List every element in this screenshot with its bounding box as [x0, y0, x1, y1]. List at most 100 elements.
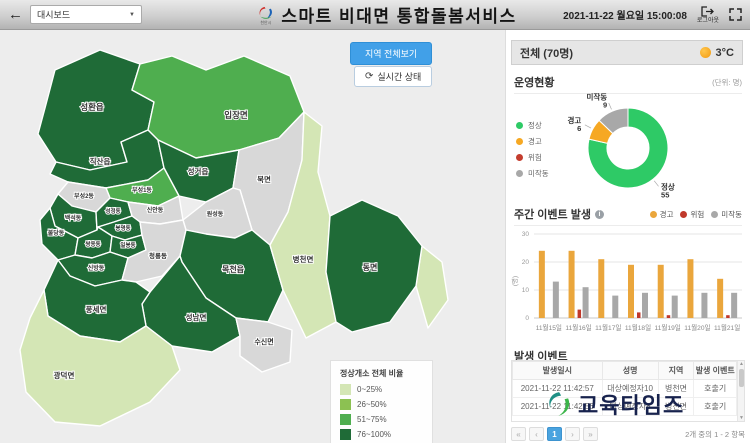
- table-scrollbar[interactable]: ▲ ▼: [737, 361, 744, 421]
- overall-count-label: 전체 (70명): [520, 47, 573, 60]
- table-cell: 호출기: [693, 379, 737, 398]
- next-page-button[interactable]: ›: [565, 427, 580, 441]
- legend-swatch: [340, 429, 351, 440]
- column-header: 발생일시: [512, 361, 603, 380]
- map-district[interactable]: [235, 317, 293, 373]
- realtime-status-button[interactable]: ⟳ 실시간 상태: [354, 66, 433, 87]
- svg-text:0: 0: [525, 315, 529, 322]
- bar: [657, 264, 664, 318]
- svg-text:20: 20: [522, 259, 530, 266]
- legend-swatch: [340, 414, 351, 425]
- prev-page-button[interactable]: ‹: [529, 427, 544, 441]
- legend-dot: [516, 154, 523, 161]
- top-bar: ← 대시보드 ▼ 천안시 스마트 비대면 통합돌봄서비스 2021-11-22 …: [0, 0, 750, 30]
- legend-dot: [516, 170, 523, 177]
- scrollbar-thumb[interactable]: [739, 369, 744, 387]
- bar: [731, 292, 738, 318]
- first-page-button[interactable]: «: [511, 427, 526, 441]
- legend-dot: [680, 210, 688, 218]
- sun-icon: [699, 47, 711, 58]
- pagination-summary: 2개 중의 1 - 2 항목: [685, 429, 745, 439]
- bar: [701, 292, 708, 318]
- legend-swatch: [340, 384, 351, 395]
- map-district[interactable]: [19, 289, 181, 427]
- map-legend: 정상개소 전체 비율 0~25% 26~50% 51~75% 76~100%: [330, 360, 433, 443]
- bar: [717, 278, 724, 318]
- donut-slice-label: 미작동 9: [586, 92, 607, 109]
- legend-label: 0~25%: [357, 385, 383, 394]
- overall-status-bar: 전체 (70명) 3°C: [511, 40, 743, 65]
- svg-text:11월20일: 11월20일: [684, 323, 710, 332]
- scroll-down-icon[interactable]: ▼: [739, 415, 744, 421]
- svg-text:11월15일: 11월15일: [536, 323, 562, 332]
- svg-text:30: 30: [522, 231, 530, 238]
- svg-text:11월21일: 11월21일: [714, 323, 740, 332]
- watermark-text: 교육타임즈: [578, 393, 685, 418]
- operation-donut-chart: 정상 경고 위험 미작동 정상 55 경고 6 미작동 9: [506, 91, 750, 204]
- legend-label: 위험: [528, 153, 542, 162]
- scroll-up-icon[interactable]: ▲: [739, 361, 744, 367]
- svg-text:11월16일: 11월16일: [565, 323, 591, 332]
- legend-label: 정상: [528, 121, 542, 130]
- weekly-events-header: 주간 이벤트 발생 i 경고 위험 미작동: [514, 206, 742, 226]
- bar: [642, 292, 648, 318]
- bar: [552, 281, 559, 318]
- bar-legend-item: 위험: [680, 209, 704, 220]
- back-icon[interactable]: ←: [8, 6, 23, 23]
- cheonan-city-logo-icon: 천안시: [256, 6, 275, 24]
- dashboard-select[interactable]: 대시보드 ▼: [30, 5, 142, 24]
- bar: [671, 295, 678, 318]
- legend-label: 경고: [528, 137, 542, 146]
- table-row[interactable]: 2021-11-22 11:42:56 대상예정자8 병천면 호출기: [512, 397, 737, 416]
- bar: [612, 295, 619, 318]
- table-cell: 2021-11-22 11:42:56: [512, 397, 603, 416]
- legend-label: 미작동: [528, 169, 549, 178]
- view-all-regions-button[interactable]: 지역 전체보기: [350, 42, 433, 65]
- datetime-display: 2021-11-22 월요일 15:00:08: [563, 11, 687, 22]
- donut-slice: [587, 107, 669, 189]
- bar-legend-item: 경고: [649, 209, 674, 220]
- map-legend-item: 26~50%: [340, 399, 423, 410]
- watermark-logo-icon: [549, 392, 570, 416]
- operation-status-header: 운영현황 (단위: 명): [514, 74, 742, 94]
- map-legend-item: 51~75%: [340, 414, 423, 425]
- bar: [577, 309, 582, 318]
- logout-label: 로그아웃: [696, 17, 719, 24]
- bar-chart-legend: 경고 위험 미작동: [649, 209, 742, 220]
- donut-slice-label: 정상 55: [661, 181, 675, 199]
- fullscreen-icon[interactable]: [729, 8, 742, 21]
- svg-text:10: 10: [522, 287, 530, 294]
- donut-legend-item: 미작동: [516, 168, 549, 179]
- weather-widget: 3°C: [699, 46, 734, 59]
- legend-label: 51~75%: [357, 415, 387, 424]
- watermark: 교육타임즈: [545, 388, 684, 420]
- table-header-row: 발생일시 성명 지역 발생 이벤트: [512, 361, 737, 380]
- current-page-button[interactable]: 1: [547, 427, 562, 441]
- map-legend-title: 정상개소 전체 비율: [340, 369, 404, 378]
- map-legend-item: 0~25%: [340, 384, 423, 395]
- bar: [538, 250, 545, 318]
- table-row[interactable]: 2021-11-22 11:42:57 대상예정자10 병천면 호출기: [512, 379, 737, 398]
- info-icon[interactable]: i: [594, 209, 604, 219]
- legend-label: 26~50%: [357, 400, 387, 409]
- legend-label: 경고: [659, 209, 674, 219]
- temperature-value: 3°C: [715, 46, 734, 59]
- logout-button[interactable]: 로그아웃: [696, 5, 719, 24]
- table-cell: 호출기: [693, 397, 737, 416]
- operation-status-title: 운영현황: [514, 77, 555, 89]
- column-header: 발생 이벤트: [693, 361, 737, 380]
- map-district[interactable]: [269, 111, 337, 339]
- realtime-status-label: 실시간 상태: [377, 72, 422, 82]
- weekly-events-bar-chart: 0 10 20 30 (명) 11월15일 11월16일 11월17일 11월18일 11월19일…: [510, 231, 742, 332]
- legend-dot: [516, 122, 523, 129]
- bar-legend-item: 미작동: [711, 209, 742, 220]
- page-title: 스마트 비대면 통합돌봄서비스: [281, 7, 517, 26]
- bar: [582, 287, 589, 318]
- map-district[interactable]: [325, 199, 423, 333]
- last-page-button[interactable]: »: [583, 427, 598, 441]
- table-cell: 대상예정자8: [601, 397, 659, 416]
- weekly-events-title: 주간 이벤트 발생: [514, 209, 591, 221]
- map-pane: 성환읍 입장면 직산읍 성거읍 부성1동 부성2동 북면 백석동 성정동 신안동 원성동 불당동 봉명동…: [0, 30, 505, 443]
